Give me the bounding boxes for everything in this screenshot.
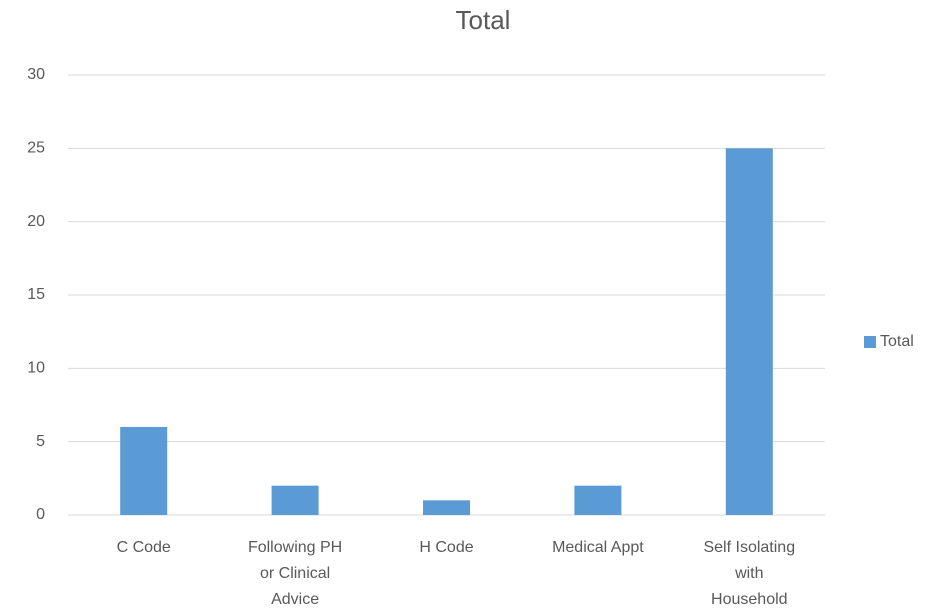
x-tick-label: H Code xyxy=(419,539,474,556)
y-tick-label: 10 xyxy=(27,360,45,377)
legend-swatch xyxy=(864,336,876,348)
legend-label: Total xyxy=(880,333,914,350)
y-tick-label: 15 xyxy=(27,286,45,303)
x-tick-label: Following PH or Clinical Advice xyxy=(247,539,343,608)
y-tick-label: 25 xyxy=(27,140,45,157)
y-tick-label: 5 xyxy=(36,433,45,450)
y-tick-label: 30 xyxy=(27,66,45,83)
x-tick-label: Medical Appt xyxy=(552,539,644,556)
x-tick-label: C Code xyxy=(116,539,171,556)
bar xyxy=(725,148,773,516)
bar xyxy=(120,427,168,515)
bar xyxy=(574,485,622,515)
chart-title: Total xyxy=(456,5,511,35)
y-tick-label: 20 xyxy=(27,213,45,230)
y-tick-label: 0 xyxy=(36,506,45,523)
bar xyxy=(423,500,470,515)
bar xyxy=(271,485,319,515)
x-tick-label: Self Isolating with Household xyxy=(703,539,796,608)
